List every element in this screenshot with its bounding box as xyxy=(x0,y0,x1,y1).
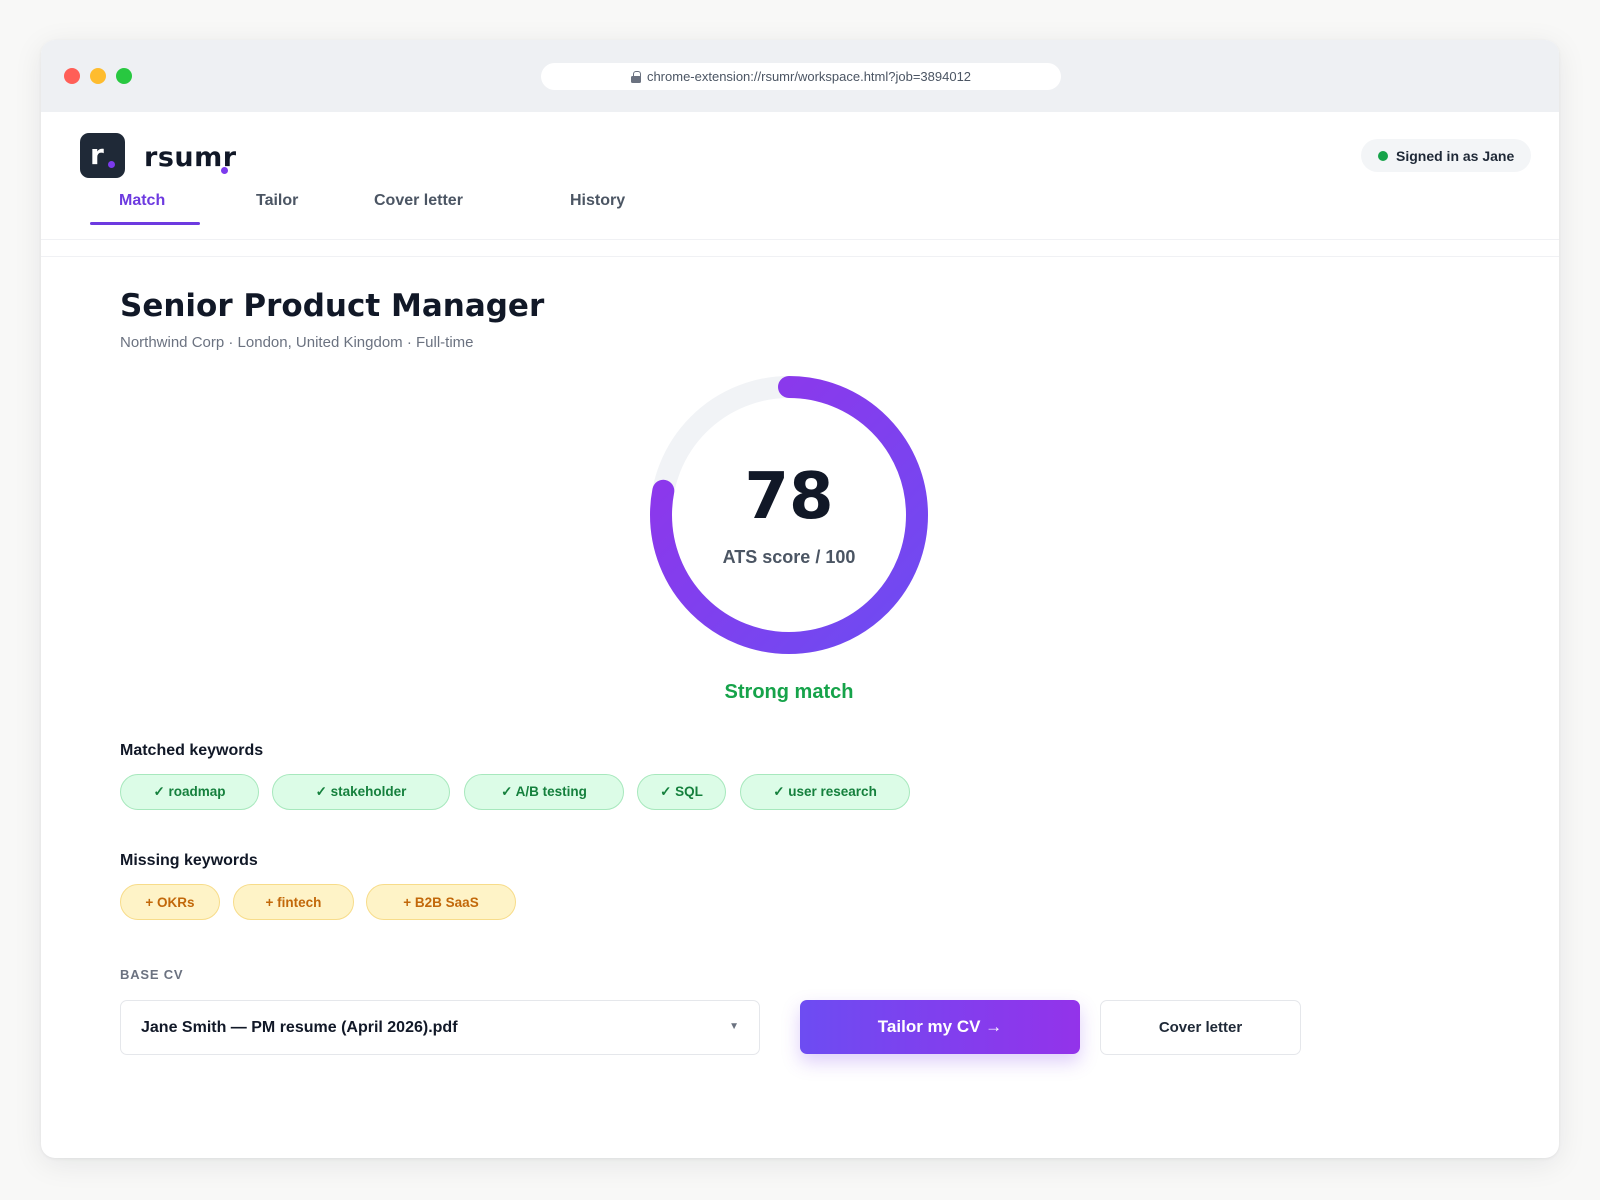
brand-name: rsumr xyxy=(144,142,237,173)
signed-in-badge[interactable]: Signed in as Jane xyxy=(1361,139,1531,172)
brand-dot xyxy=(221,167,228,174)
tab-match[interactable]: Match xyxy=(119,192,166,209)
base-cv-selected-value: Jane Smith — PM resume (April 2026).pdf xyxy=(141,1018,458,1036)
ats-score-value: 78 xyxy=(744,460,834,534)
address-bar[interactable]: chrome-extension://rsumr/workspace.html?… xyxy=(541,63,1061,90)
tabs-divider xyxy=(41,256,1559,257)
url-text: chrome-extension://rsumr/workspace.html?… xyxy=(646,69,972,84)
app-header: r rsumr Signed in as Jane xyxy=(41,112,1559,240)
missing-keyword-chip[interactable]: + fintech xyxy=(233,884,354,920)
gauge-progress-arc xyxy=(650,376,928,654)
missing-keywords-heading: Missing keywords xyxy=(120,852,258,869)
base-cv-select[interactable]: Jane Smith — PM resume (April 2026).pdf … xyxy=(120,1000,760,1055)
online-status-dot-icon xyxy=(1378,150,1388,161)
matched-keyword-chip[interactable]: ✓ SQL xyxy=(637,774,726,810)
active-tab-indicator xyxy=(90,222,200,225)
missing-keyword-chip[interactable]: + B2B SaaS xyxy=(366,884,516,920)
minimize-window-button[interactable] xyxy=(90,68,106,84)
chevron-down-icon: ▼ xyxy=(729,1021,739,1032)
logo-letter: r xyxy=(90,138,104,171)
match-verdict: Strong match xyxy=(724,681,854,703)
logo[interactable]: r xyxy=(80,133,125,178)
logo-dot xyxy=(108,161,115,168)
lock-icon xyxy=(630,70,641,83)
missing-keyword-chip[interactable]: + OKRs xyxy=(120,884,220,920)
cover-letter-button[interactable]: Cover letter xyxy=(1100,1000,1301,1055)
signed-in-text: Signed in as Jane xyxy=(1396,147,1515,164)
ats-score-gauge xyxy=(644,370,934,660)
tailor-cv-button[interactable]: Tailor my CV → xyxy=(800,1000,1080,1054)
ats-score-label: ATS score / 100 xyxy=(722,547,856,567)
browser-titlebar: chrome-extension://rsumr/workspace.html?… xyxy=(41,40,1559,112)
job-title: Senior Product Manager xyxy=(120,288,545,324)
matched-keyword-chip[interactable]: ✓ roadmap xyxy=(120,774,259,810)
close-window-button[interactable] xyxy=(64,68,80,84)
base-cv-label: BASE CV xyxy=(120,967,184,982)
job-meta: Northwind Corp · London, United Kingdom … xyxy=(120,334,474,351)
matched-keyword-chip[interactable]: ✓ stakeholder xyxy=(272,774,450,810)
matched-keyword-chip[interactable]: ✓ A/B testing xyxy=(464,774,624,810)
tab-tailor[interactable]: Tailor xyxy=(256,192,299,209)
matched-keyword-chip[interactable]: ✓ user research xyxy=(740,774,910,810)
maximize-window-button[interactable] xyxy=(116,68,132,84)
matched-keywords-heading: Matched keywords xyxy=(120,742,264,759)
tab-history[interactable]: History xyxy=(570,192,626,209)
browser-window: chrome-extension://rsumr/workspace.html?… xyxy=(41,40,1559,1158)
tab-cover-letter[interactable]: Cover letter xyxy=(374,192,463,209)
